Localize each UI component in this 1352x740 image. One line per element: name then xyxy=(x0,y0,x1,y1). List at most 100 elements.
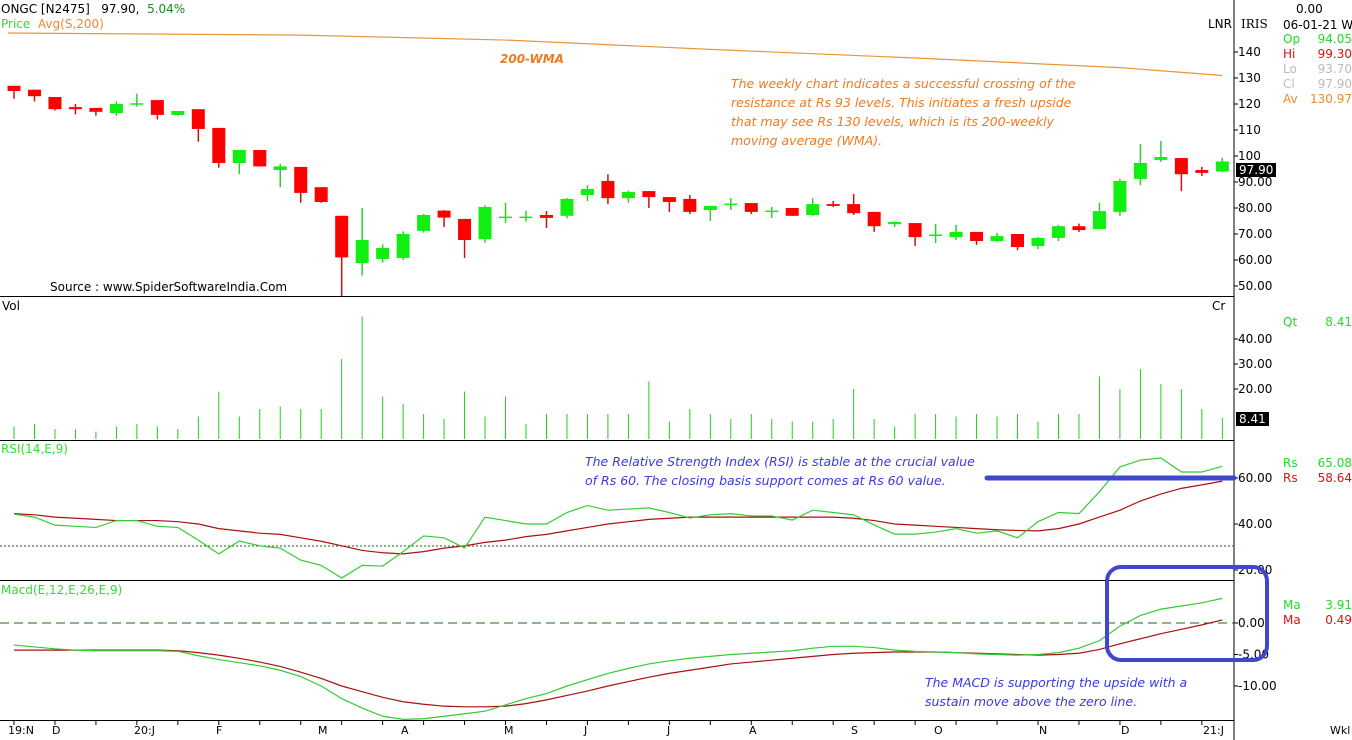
candle xyxy=(376,244,390,263)
volume-tag: 8.41 xyxy=(1236,412,1269,426)
candle xyxy=(519,210,533,222)
candle xyxy=(990,232,1004,242)
candle xyxy=(765,206,779,218)
candle-body xyxy=(642,191,656,198)
candle-body xyxy=(970,231,984,242)
candle-body xyxy=(437,210,451,218)
candle-body xyxy=(376,248,390,259)
axis-tick-label: 110 xyxy=(1238,123,1261,137)
symbol-name: ONGC [N2475] xyxy=(1,2,90,16)
candle-body xyxy=(703,205,717,211)
x-tick-label: N xyxy=(1039,724,1048,737)
legend-label: Av xyxy=(1283,92,1298,106)
candle-body xyxy=(27,89,41,97)
qt-value: 8.41 xyxy=(1325,315,1352,329)
x-tick-label: D xyxy=(1121,724,1130,737)
x-tick-label: F xyxy=(216,724,223,737)
candle xyxy=(744,203,758,214)
x-tick-label: J xyxy=(667,724,671,737)
candle-body xyxy=(1072,226,1086,231)
candle xyxy=(417,213,431,233)
last-price: 97.90, xyxy=(101,2,140,16)
candle-body xyxy=(335,215,349,258)
candle-body xyxy=(1031,237,1045,246)
candle xyxy=(191,109,205,142)
rsi-line xyxy=(13,457,1223,579)
rsi-title: RSI(14,E,9) xyxy=(1,442,68,456)
candle xyxy=(273,163,287,188)
candle-body xyxy=(171,111,185,115)
axis-tick-label: 50.00 xyxy=(1238,279,1272,293)
x-tick-label: A xyxy=(749,724,757,737)
candle xyxy=(1174,158,1188,192)
iris-label[interactable]: IRIS xyxy=(1241,17,1268,31)
candle-body xyxy=(601,180,615,199)
candle xyxy=(970,231,984,245)
candle-body xyxy=(867,211,881,227)
candle-body xyxy=(458,218,472,240)
volume-bars xyxy=(13,316,1223,439)
candle-body xyxy=(417,215,431,231)
candle-body xyxy=(724,203,738,206)
candle xyxy=(27,89,41,102)
candle xyxy=(949,224,963,240)
x-tick-label: S xyxy=(851,724,858,737)
candle xyxy=(1113,178,1127,216)
lnr-label[interactable]: LNR xyxy=(1208,17,1232,31)
price-label: Price xyxy=(1,17,31,31)
axis-tick-label: 120 xyxy=(1238,97,1261,111)
axis-tick-label: 40.00 xyxy=(1238,517,1272,531)
legend-value: 130.97 xyxy=(1310,92,1352,106)
candle-body xyxy=(232,150,246,164)
candle-body xyxy=(109,104,123,114)
legend-label: Rs xyxy=(1283,456,1298,470)
candle xyxy=(396,231,410,260)
qt-label: Qt xyxy=(1283,315,1298,329)
candle-body xyxy=(683,198,697,212)
axis-tick-label: 40.00 xyxy=(1238,332,1272,346)
x-tick-label: D xyxy=(52,724,61,737)
macd-highlight-box xyxy=(1105,565,1269,662)
candle xyxy=(580,185,594,201)
candle xyxy=(703,205,717,221)
candle xyxy=(478,205,492,243)
symbol-header: ONGC [N2475] 97.90, 5.04% xyxy=(1,2,185,16)
axis-tick-label: 100 xyxy=(1238,149,1261,163)
legend-value: 99.30 xyxy=(1317,47,1352,61)
candle-body xyxy=(539,215,553,218)
axis-tick-label: 60.00 xyxy=(1238,471,1272,485)
candle xyxy=(68,104,82,115)
main-annotation: The weekly chart indicates a successful … xyxy=(731,76,1076,148)
change-percent: 5.04% xyxy=(147,2,186,16)
candle xyxy=(539,211,553,229)
x-tick-label: 20:J xyxy=(134,724,155,737)
candle-body xyxy=(1051,226,1065,238)
source-credit: Source : www.SpiderSoftwareIndia.Com xyxy=(50,280,288,294)
axis-tick-label: 140 xyxy=(1238,45,1261,59)
candle xyxy=(867,211,881,232)
candle-body xyxy=(499,216,513,219)
x-tick-label: M xyxy=(318,724,328,737)
axis-tick-label: 130 xyxy=(1238,71,1261,85)
rsi-signal-line xyxy=(13,480,1223,555)
candle xyxy=(1031,237,1045,250)
axis-ticks: 140 130 120 110 100 90.00 80.00 70.00 60.00 50.00… xyxy=(13,45,1277,725)
legend-value: 58.64 xyxy=(1317,471,1352,485)
candle-body xyxy=(1133,163,1147,179)
period-label[interactable]: Wkl xyxy=(1330,724,1351,737)
bar-date: 06-01-21 We xyxy=(1283,18,1352,32)
candle-body xyxy=(294,166,308,193)
candle xyxy=(806,198,820,216)
candle xyxy=(499,202,513,224)
candle xyxy=(232,150,246,175)
candle-body xyxy=(1011,234,1025,247)
candle-body xyxy=(191,109,205,129)
avg-label: Avg(S,200) xyxy=(37,17,104,31)
axis-tick-label: -10.00 xyxy=(1238,679,1277,693)
axis-tick-label: 20.00 xyxy=(1238,382,1272,396)
x-tick-label: 21:J xyxy=(1203,724,1224,737)
candle-body xyxy=(765,210,779,213)
candle xyxy=(1011,234,1025,251)
candle-body xyxy=(355,239,369,264)
candle xyxy=(109,101,123,116)
